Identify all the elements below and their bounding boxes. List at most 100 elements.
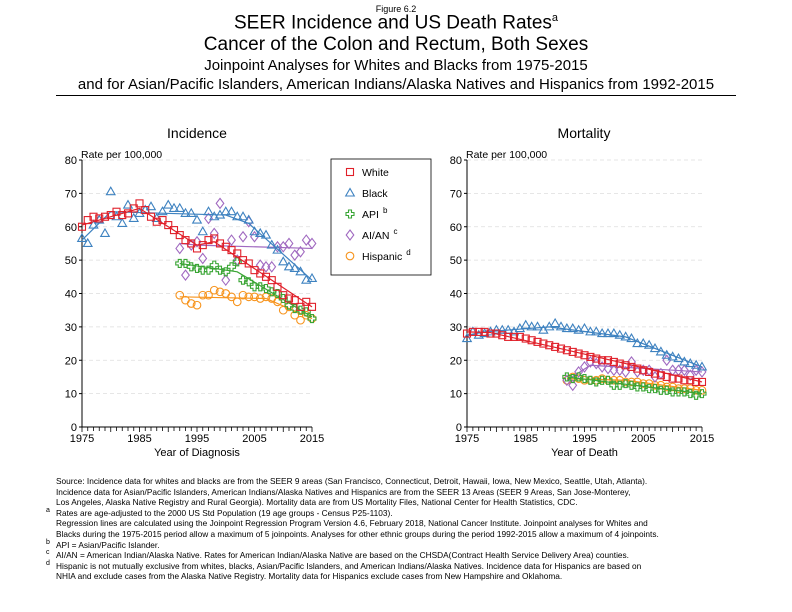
data-point-black — [673, 352, 684, 363]
data-point-black — [608, 327, 620, 338]
data-point-white — [462, 329, 472, 338]
data-point-hispanic — [209, 285, 219, 295]
data-point-black — [260, 229, 272, 239]
data-point-black — [283, 261, 295, 271]
data-point-aian — [181, 269, 190, 282]
data-point-white — [509, 332, 519, 341]
data-point-api — [255, 282, 265, 292]
data-point-white — [486, 329, 495, 338]
legend-footnote-mark: b — [383, 206, 388, 215]
chart-subtitle-line1: Joinpoint Analyses for Whites and Blacks… — [204, 57, 588, 74]
data-point-aian — [597, 361, 607, 373]
x-axis-label: Year of Diagnosis — [154, 447, 240, 459]
data-point-api — [562, 372, 572, 382]
chart-title-line2: Cancer of the Colon and Rectum, Both Sex… — [203, 34, 589, 55]
data-point-black — [596, 327, 608, 338]
data-point-black — [278, 256, 289, 266]
data-point-hispanic — [615, 375, 625, 385]
data-point-api — [192, 263, 202, 274]
data-point-white — [539, 339, 548, 348]
data-point-aian — [215, 197, 225, 210]
data-point-black — [255, 227, 266, 237]
footnote-line: c AI/AN = American Indian/Alaska Native. … — [46, 549, 776, 561]
data-point-black — [197, 226, 208, 236]
data-point-black — [667, 351, 678, 361]
data-point-hispanic — [680, 384, 689, 393]
footnote-text: Los Angeles, Alaska Native Registry and … — [56, 497, 578, 508]
data-point-api — [238, 275, 248, 285]
data-point-white — [515, 332, 524, 341]
x-tick-label: 1995 — [572, 433, 596, 445]
data-point-black — [220, 206, 231, 216]
data-point-black — [585, 326, 596, 336]
data-point-black — [579, 322, 590, 333]
data-point-black — [549, 317, 561, 328]
data-point-api — [579, 374, 590, 384]
data-point-hispanic — [238, 290, 248, 300]
data-point-black — [99, 227, 111, 237]
legend-label: API — [362, 209, 379, 221]
y-tick-label: 70 — [450, 188, 462, 200]
legend-marker-icon — [345, 167, 355, 177]
data-point-aian — [175, 242, 185, 255]
y-tick-label: 80 — [450, 155, 462, 167]
legend-item-black: Black — [344, 187, 388, 200]
data-point-black — [168, 202, 180, 212]
data-point-black — [145, 201, 157, 211]
data-point-white — [290, 296, 299, 305]
series-hispanic — [175, 285, 317, 325]
x-tick-label: 2005 — [242, 433, 266, 445]
panel-incidence: Incidence Rate per 100,000 Year of Diagnos… — [65, 125, 324, 459]
data-point-aian — [267, 260, 277, 273]
data-point-white — [152, 217, 161, 226]
data-point-white — [674, 374, 683, 383]
footnotes: Source: Incidence data for whites and bl… — [46, 476, 776, 582]
chart-title: SEER Incidence and US Death Ratesa — [0, 12, 792, 34]
data-point-black — [620, 331, 631, 341]
legend-marker-icon — [345, 251, 355, 261]
footnote-text: AI/AN = American Indian/Alaska Native. R… — [56, 550, 629, 561]
data-point-white — [89, 212, 98, 221]
data-point-white — [662, 372, 671, 381]
data-point-aian — [221, 274, 231, 287]
data-point-black — [567, 322, 578, 333]
data-point-aian — [627, 356, 636, 368]
data-point-black — [685, 357, 696, 368]
y-tick-label: 30 — [450, 322, 462, 334]
legend-marker-icon — [344, 187, 356, 197]
series-white — [77, 199, 317, 311]
y-tick-label: 10 — [65, 389, 77, 401]
data-point-api — [638, 382, 648, 392]
data-point-white — [267, 276, 276, 285]
data-point-white — [592, 354, 601, 363]
data-point-white — [621, 361, 630, 370]
data-point-hispanic — [674, 384, 683, 393]
data-point-white — [302, 297, 311, 306]
legend-box — [330, 158, 432, 276]
footnote-line: Regression lines are calculated using th… — [46, 518, 776, 529]
x-tick-label: 1995 — [185, 433, 209, 445]
data-point-white — [307, 302, 317, 311]
y-tick-label: 60 — [65, 222, 77, 234]
data-point-white — [164, 221, 173, 230]
data-point-white — [158, 216, 167, 225]
data-point-black — [602, 327, 614, 338]
data-point-hispanic — [250, 292, 259, 302]
legend-footnote-mark: d — [406, 248, 410, 257]
series-api — [562, 372, 707, 400]
data-point-white — [680, 376, 689, 385]
data-point-black — [520, 319, 531, 329]
data-point-white — [100, 212, 110, 221]
data-point-api — [585, 375, 595, 385]
data-point-api — [307, 313, 317, 324]
legend-item-white: White — [345, 167, 389, 179]
legend-item-aian: AI/AN c — [345, 227, 397, 242]
data-point-white — [521, 334, 530, 343]
x-tick-label: 1975 — [70, 433, 94, 445]
y-tick-label: 40 — [450, 289, 462, 301]
data-point-aian — [227, 234, 236, 247]
data-point-white — [118, 211, 127, 220]
data-point-white — [686, 376, 695, 385]
y-tick-label: 60 — [450, 222, 462, 234]
data-point-black — [186, 207, 197, 217]
